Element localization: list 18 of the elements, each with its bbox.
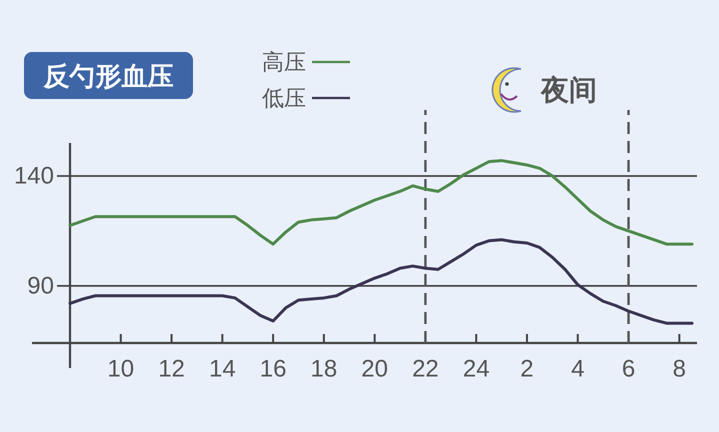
x-tick-label: 8	[672, 356, 686, 382]
x-tick-label: 12	[158, 356, 185, 382]
x-tick-label: 20	[361, 356, 388, 382]
x-tick-label: 18	[310, 356, 338, 382]
y-tick-label: 140	[14, 162, 54, 190]
x-tick-label: 2	[520, 356, 534, 382]
legend-label: 高压	[262, 50, 306, 74]
y-tick-label: 90	[27, 272, 54, 300]
x-tick-label: 10	[107, 356, 134, 382]
x-tick-label: 24	[462, 356, 490, 382]
x-tick-label: 14	[208, 356, 236, 382]
text: 夜间	[540, 74, 597, 106]
x-tick-label: 6	[622, 356, 636, 382]
chart-title: 反勺形血压	[42, 61, 174, 91]
x-tick-label: 22	[412, 356, 439, 382]
legend-label: 低压	[262, 86, 306, 110]
x-tick-label: 16	[260, 356, 286, 382]
x-tick-label: 4	[571, 356, 584, 382]
